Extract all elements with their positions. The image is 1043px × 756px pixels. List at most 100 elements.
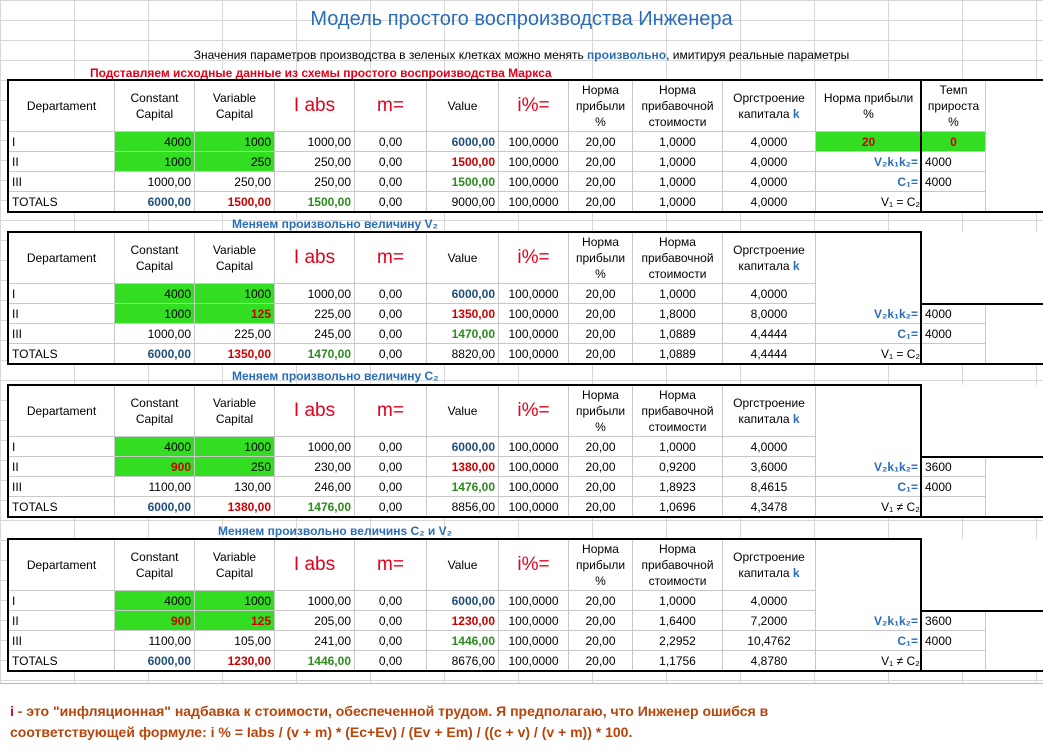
cell-i-abs: 1446,00 (275, 651, 355, 671)
cell-surplus-rate: 1,6400 (633, 611, 723, 631)
cell-departament: II (9, 611, 115, 631)
header-i-percent: i%= (499, 81, 569, 132)
header-orgstr-k: k (793, 566, 800, 580)
cell-i-abs: 205,00 (275, 611, 355, 631)
subtitle-before: Значения параметров производства в зелен… (194, 48, 587, 62)
cell-i-abs: 250,00 (275, 152, 355, 172)
cell-m: 0,00 (355, 631, 427, 651)
side-equality: V₁ ≠ C₂ (816, 497, 986, 517)
cell-m: 0,00 (355, 172, 427, 192)
header-i-abs: I abs (275, 386, 355, 437)
section-2-title: Меняем произвольно величину V₂ (232, 217, 438, 231)
cell-m: 0,00 (355, 497, 427, 517)
cell-constant-capital: 6000,00 (115, 497, 195, 517)
side-profit-rate[interactable]: 20 (816, 132, 922, 152)
empty-cell (816, 284, 986, 304)
empty-cell (816, 591, 986, 611)
cell-variable-capital[interactable]: 1000 (195, 437, 275, 457)
cell-constant-capital: 1000,00 (115, 172, 195, 192)
cell-value: 6000,00 (427, 132, 499, 152)
cell-i-abs: 250,00 (275, 172, 355, 192)
header-organic-composition: Оргстроение капитала k (723, 233, 816, 284)
cell-value: 1380,00 (427, 457, 499, 477)
subtitle-highlight: произвольно (587, 48, 666, 62)
header-i-percent: i%= (499, 233, 569, 284)
header-surplus-rate: Норма прибавочной стоимости (633, 540, 723, 591)
header-m: m= (355, 386, 427, 437)
cell-profit-rate: 20,00 (569, 651, 633, 671)
empty-cell (816, 233, 986, 284)
cell-profit-rate: 20,00 (569, 631, 633, 651)
header-constant-capital: Constant Capital (115, 540, 195, 591)
cell-constant-capital[interactable]: 4000 (115, 437, 195, 457)
cell-profit-rate: 20,00 (569, 304, 633, 324)
cell-i-percent: 100,0000 (499, 611, 569, 631)
cell-m: 0,00 (355, 651, 427, 671)
header-i-abs: I abs (275, 81, 355, 132)
side-growth-rate[interactable]: 0 (922, 132, 986, 152)
header-profit-rate: Норма прибыли % (569, 81, 633, 132)
side-equality: V₁ ≠ C₂ (816, 651, 986, 671)
cell-variable-capital: 1230,00 (195, 651, 275, 671)
header-departament: Departament (9, 233, 115, 284)
cell-variable-capital[interactable]: 125 (195, 304, 275, 324)
cell-constant-capital[interactable]: 4000 (115, 591, 195, 611)
header-variable-capital: Variable Capital (195, 81, 275, 132)
header-constant-capital: Constant Capital (115, 233, 195, 284)
cell-m: 0,00 (355, 437, 427, 457)
cell-surplus-rate: 1,1756 (633, 651, 723, 671)
cell-value: 6000,00 (427, 591, 499, 611)
cell-m: 0,00 (355, 324, 427, 344)
cell-organic-composition: 4,3478 (723, 497, 816, 517)
cell-variable-capital[interactable]: 1000 (195, 284, 275, 304)
cell-m: 0,00 (355, 304, 427, 324)
cell-organic-composition: 4,0000 (723, 132, 816, 152)
cell-i-percent: 100,0000 (499, 591, 569, 611)
cell-organic-composition: 8,0000 (723, 304, 816, 324)
cell-constant-capital[interactable]: 4000 (115, 284, 195, 304)
cell-organic-composition: 4,0000 (723, 437, 816, 457)
cell-surplus-rate: 1,0000 (633, 437, 723, 457)
cell-constant-capital[interactable]: 1000 (115, 304, 195, 324)
empty-cell (816, 540, 986, 591)
cell-variable-capital[interactable]: 125 (195, 611, 275, 631)
cell-departament: TOTALS (9, 192, 115, 212)
cell-i-abs: 1476,00 (275, 497, 355, 517)
cell-variable-capital[interactable]: 250 (195, 152, 275, 172)
header-departament: Departament (9, 540, 115, 591)
cell-surplus-rate: 1,0889 (633, 324, 723, 344)
cell-variable-capital[interactable]: 1000 (195, 132, 275, 152)
side-c1-label: C₁= (816, 477, 922, 497)
cell-constant-capital: 6000,00 (115, 651, 195, 671)
cell-organic-composition: 10,4762 (723, 631, 816, 651)
side-c1-label: C₁= (816, 631, 922, 651)
cell-organic-composition: 7,2000 (723, 611, 816, 631)
cell-variable-capital[interactable]: 250 (195, 457, 275, 477)
header-profit-rate-side: Норма прибыли % (816, 81, 922, 132)
header-orgstr-k: k (793, 259, 800, 273)
cell-surplus-rate: 1,0000 (633, 172, 723, 192)
header-profit-rate: Норма прибыли % (569, 233, 633, 284)
header-growth-rate: Темп прироста % (922, 81, 986, 132)
cell-profit-rate: 20,00 (569, 437, 633, 457)
cell-i-percent: 100,0000 (499, 344, 569, 364)
cell-value: 1500,00 (427, 152, 499, 172)
cell-constant-capital[interactable]: 1000 (115, 152, 195, 172)
cell-constant-capital[interactable]: 900 (115, 611, 195, 631)
cell-constant-capital[interactable]: 900 (115, 457, 195, 477)
cell-constant-capital[interactable]: 4000 (115, 132, 195, 152)
cell-i-abs: 230,00 (275, 457, 355, 477)
cell-departament: III (9, 477, 115, 497)
cell-value: 9000,00 (427, 192, 499, 212)
cell-m: 0,00 (355, 457, 427, 477)
cell-organic-composition: 4,0000 (723, 284, 816, 304)
header-orgstr-k: k (793, 412, 800, 426)
cell-variable-capital[interactable]: 1000 (195, 591, 275, 611)
cell-departament: II (9, 152, 115, 172)
